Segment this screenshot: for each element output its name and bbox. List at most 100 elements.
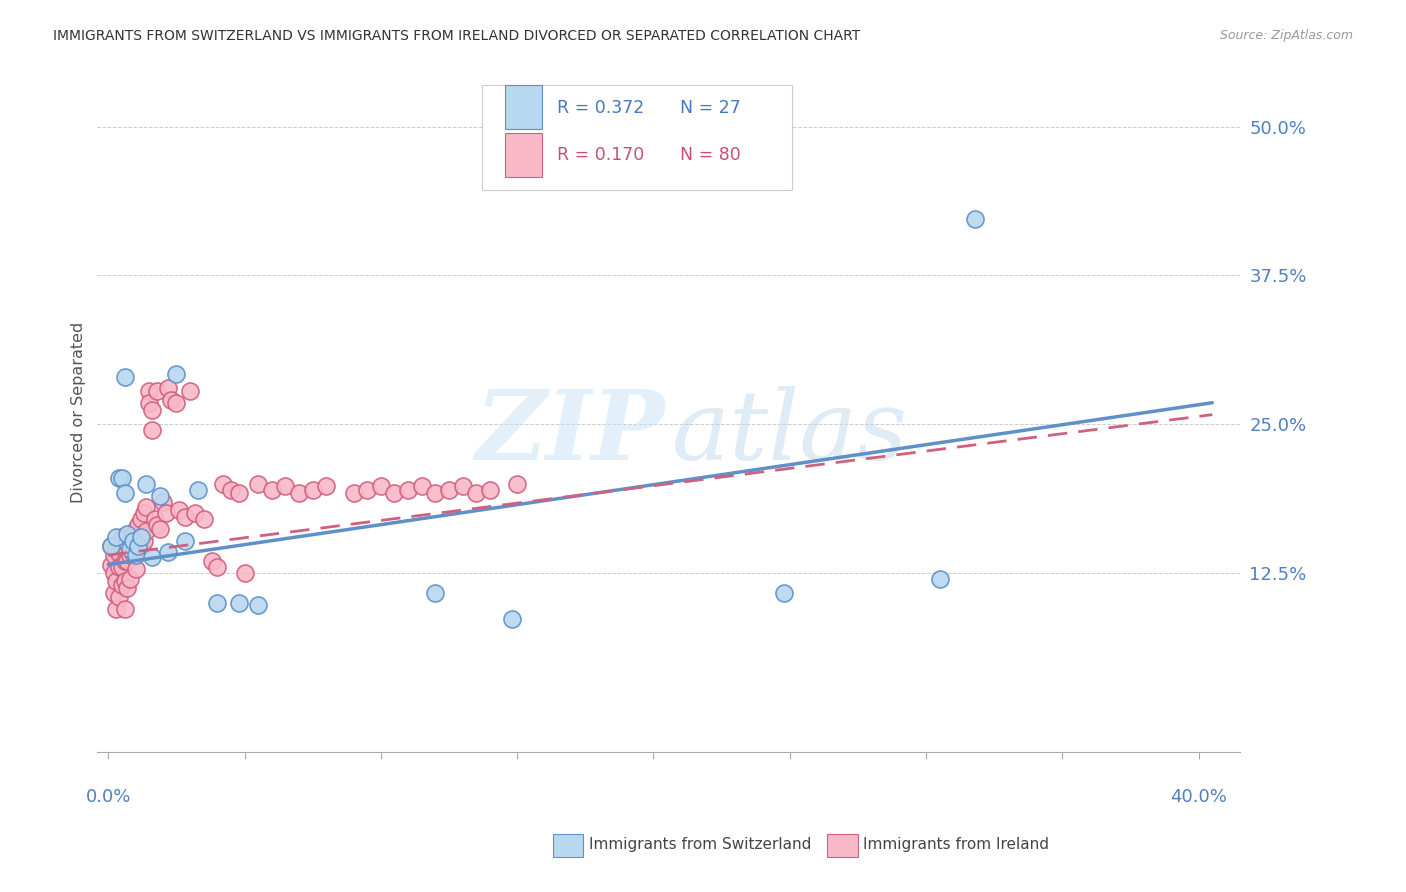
Point: [127, 518, 149, 533]
Point: [146, 518, 169, 533]
Point: [111, 578, 134, 592]
Point: [187, 483, 209, 497]
Point: [105, 542, 128, 557]
Point: [179, 384, 201, 398]
Point: [108, 590, 131, 604]
Point: [157, 381, 180, 395]
Point: [451, 479, 474, 493]
Point: [274, 479, 297, 493]
Text: R = 0.372: R = 0.372: [557, 99, 644, 117]
Point: [301, 483, 323, 497]
Point: [207, 560, 229, 574]
Point: [124, 539, 146, 553]
Text: N = 80: N = 80: [681, 146, 741, 164]
Point: [173, 510, 195, 524]
Point: [138, 384, 160, 398]
FancyBboxPatch shape: [505, 86, 541, 129]
Point: [384, 486, 406, 500]
Point: [111, 530, 134, 544]
Point: [124, 522, 146, 536]
Point: [207, 596, 229, 610]
Point: [160, 393, 183, 408]
FancyBboxPatch shape: [505, 133, 541, 177]
Point: [149, 522, 172, 536]
Point: [288, 486, 311, 500]
Point: [260, 483, 283, 497]
Point: [219, 483, 242, 497]
Point: [103, 548, 125, 562]
Point: [211, 476, 233, 491]
Point: [228, 486, 250, 500]
Point: [105, 574, 128, 589]
Point: [193, 512, 215, 526]
Point: [121, 546, 143, 560]
Point: [114, 554, 136, 568]
Point: [965, 212, 987, 227]
Text: IMMIGRANTS FROM SWITZERLAND VS IMMIGRANTS FROM IRELAND DIVORCED OR SEPARATED COR: IMMIGRANTS FROM SWITZERLAND VS IMMIGRANT…: [53, 29, 860, 43]
Point: [111, 539, 134, 553]
Point: [124, 562, 146, 576]
Point: [114, 539, 136, 553]
Point: [506, 476, 529, 491]
Point: [396, 483, 419, 497]
Point: [315, 479, 337, 493]
Text: N = 27: N = 27: [681, 99, 741, 117]
Point: [501, 612, 523, 626]
Point: [149, 489, 172, 503]
Point: [247, 476, 270, 491]
Point: [233, 566, 256, 580]
Text: Source: ZipAtlas.com: Source: ZipAtlas.com: [1219, 29, 1353, 42]
Text: Immigrants from Switzerland: Immigrants from Switzerland: [589, 838, 811, 852]
Point: [108, 471, 131, 485]
Point: [146, 384, 169, 398]
Point: [111, 471, 134, 485]
Point: [103, 586, 125, 600]
Point: [773, 586, 796, 600]
Point: [478, 483, 501, 497]
Point: [100, 558, 122, 572]
Point: [117, 536, 139, 550]
Point: [117, 526, 139, 541]
Point: [120, 572, 142, 586]
Point: [173, 533, 195, 548]
Point: [114, 369, 136, 384]
Point: [114, 574, 136, 589]
Point: [141, 423, 163, 437]
Point: [132, 533, 155, 548]
Point: [247, 598, 270, 612]
Point: [111, 560, 134, 574]
Point: [928, 572, 950, 586]
Point: [141, 550, 163, 565]
Point: [117, 554, 139, 568]
Point: [121, 533, 143, 548]
Point: [165, 395, 187, 409]
Point: [121, 526, 143, 541]
Point: [105, 601, 128, 615]
Point: [108, 560, 131, 574]
Point: [132, 507, 155, 521]
Y-axis label: Divorced or Separated: Divorced or Separated: [72, 322, 86, 503]
Point: [425, 486, 447, 500]
Point: [135, 476, 157, 491]
Point: [165, 367, 187, 381]
Text: atlas: atlas: [672, 385, 908, 480]
Point: [167, 503, 190, 517]
Point: [120, 542, 142, 557]
Point: [127, 539, 149, 553]
Point: [124, 548, 146, 562]
Point: [155, 507, 177, 521]
Point: [370, 479, 392, 493]
Point: [103, 566, 125, 580]
Point: [100, 539, 122, 553]
FancyBboxPatch shape: [482, 85, 792, 190]
Point: [129, 539, 152, 553]
Point: [100, 539, 122, 553]
Text: Immigrants from Ireland: Immigrants from Ireland: [863, 838, 1049, 852]
Point: [356, 483, 378, 497]
Text: R = 0.170: R = 0.170: [557, 146, 644, 164]
Point: [108, 546, 131, 560]
Text: 40.0%: 40.0%: [1170, 788, 1227, 805]
Text: 0.0%: 0.0%: [86, 788, 131, 805]
Text: ZIP: ZIP: [475, 385, 665, 480]
Point: [135, 524, 157, 539]
